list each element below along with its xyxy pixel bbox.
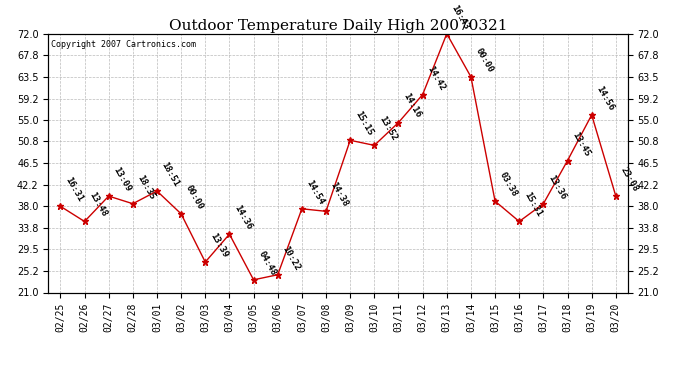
Text: Copyright 2007 Cartronics.com: Copyright 2007 Cartronics.com [51, 40, 196, 49]
Title: Outdoor Temperature Daily High 20070321: Outdoor Temperature Daily High 20070321 [169, 19, 507, 33]
Text: 14:54: 14:54 [305, 178, 326, 206]
Text: 14:16: 14:16 [402, 92, 422, 120]
Text: 13:45: 13:45 [571, 130, 591, 158]
Text: 04:48: 04:48 [257, 249, 277, 277]
Text: 13:48: 13:48 [88, 191, 108, 219]
Text: 13:39: 13:39 [208, 231, 229, 259]
Text: 14:42: 14:42 [426, 64, 446, 92]
Text: 14:38: 14:38 [329, 181, 350, 209]
Text: 18:51: 18:51 [160, 160, 181, 188]
Text: 03:38: 03:38 [498, 171, 519, 198]
Text: 10:22: 10:22 [281, 244, 302, 272]
Text: 13:52: 13:52 [377, 115, 398, 142]
Text: 16:43: 16:43 [450, 3, 471, 31]
Text: 15:15: 15:15 [353, 110, 374, 138]
Text: 18:35: 18:35 [136, 173, 157, 201]
Text: 14:56: 14:56 [595, 84, 615, 112]
Text: 15:31: 15:31 [522, 191, 543, 219]
Text: 14:36: 14:36 [233, 204, 253, 231]
Text: 13:36: 13:36 [546, 173, 567, 201]
Text: 13:09: 13:09 [112, 165, 132, 194]
Text: 23:08: 23:08 [619, 165, 640, 194]
Text: 00:00: 00:00 [184, 183, 205, 211]
Text: 00:00: 00:00 [474, 46, 495, 74]
Text: 16:31: 16:31 [63, 176, 84, 204]
